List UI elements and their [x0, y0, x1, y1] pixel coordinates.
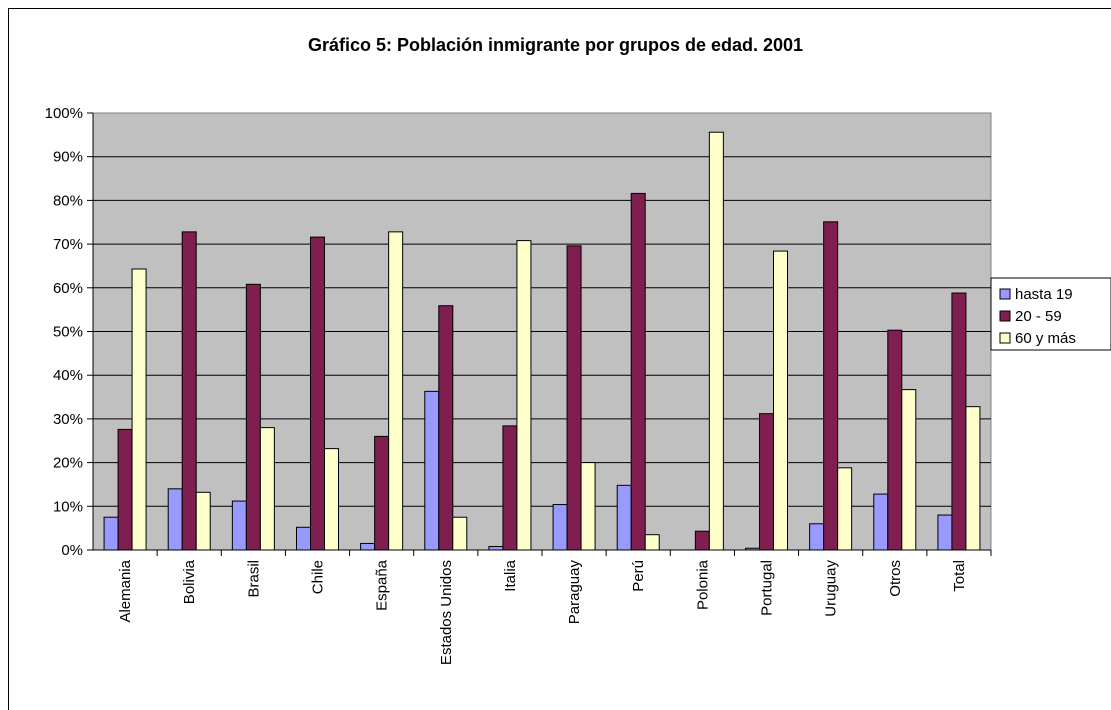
x-tick-label: Estados Unidos [438, 560, 455, 665]
x-tick-label: Polonia [694, 559, 711, 610]
bar [502, 425, 518, 551]
legend-swatch [999, 288, 1011, 300]
x-tick-label: Paraguay [566, 560, 583, 625]
y-tick-label: 10% [53, 498, 83, 515]
x-tick-label: Italia [502, 559, 519, 591]
bar [438, 305, 454, 551]
bar [694, 530, 710, 551]
bar [324, 448, 339, 551]
bar [231, 500, 247, 551]
x-tick-label: Total [951, 560, 968, 592]
y-tick-label: 80% [53, 192, 83, 209]
bar [167, 488, 183, 551]
bar [452, 516, 468, 551]
x-tick-label: Uruguay [823, 560, 840, 617]
x-tick-label: Bolivia [181, 559, 198, 604]
bar [181, 231, 197, 551]
bar [708, 131, 724, 551]
y-tick-label: 0% [61, 542, 83, 559]
y-tick-label: 30% [53, 411, 83, 428]
bar [644, 534, 660, 551]
bar [296, 526, 311, 551]
y-tick-label: 50% [53, 324, 83, 341]
x-tick-label: Alemania [117, 559, 134, 622]
y-tick-label: 100% [45, 105, 83, 122]
bar [809, 523, 825, 551]
bar [745, 547, 760, 551]
y-tick-label: 40% [53, 367, 83, 384]
legend-label: 60 y más [1015, 330, 1076, 347]
bar [388, 231, 404, 551]
x-tick-label: Otros [887, 560, 904, 597]
y-tick-label: 60% [53, 280, 83, 297]
bar [195, 491, 211, 551]
bar [901, 389, 917, 551]
legend-swatch [999, 310, 1011, 322]
bar [424, 390, 440, 551]
bar [103, 516, 119, 551]
bar [937, 514, 953, 551]
bar [516, 240, 532, 551]
legend-label: 20 - 59 [1015, 308, 1062, 325]
bar [245, 283, 261, 551]
bar [552, 504, 568, 551]
bar [837, 467, 853, 551]
x-tick-label: España [374, 559, 391, 611]
y-tick-label: 90% [53, 149, 83, 166]
bar [580, 462, 596, 551]
bar [759, 413, 774, 551]
chart-title: Gráfico 5: Población inmigrante por grup… [307, 35, 804, 55]
bar [131, 268, 147, 551]
bar [773, 250, 788, 551]
x-tick-label: Perú [630, 560, 647, 592]
y-tick-label: 70% [53, 236, 83, 253]
bar [823, 221, 839, 551]
legend-label: hasta 19 [1015, 286, 1073, 303]
bar [117, 428, 133, 551]
bar [616, 484, 632, 551]
bar [374, 435, 390, 551]
x-tick-label: Brasil [245, 560, 262, 598]
bar [566, 245, 582, 551]
bar [630, 192, 646, 551]
legend-box [990, 277, 1111, 351]
legend-swatch [999, 332, 1011, 344]
x-tick-label: Chile [310, 560, 327, 594]
bar [259, 427, 275, 551]
bar [360, 542, 376, 551]
x-tick-label: Portugal [759, 560, 776, 616]
y-tick-label: 20% [53, 455, 83, 472]
bar [887, 329, 903, 551]
bar [951, 292, 967, 551]
bar [965, 406, 981, 551]
bar [488, 546, 504, 551]
bar [310, 236, 325, 551]
bar [873, 493, 889, 551]
